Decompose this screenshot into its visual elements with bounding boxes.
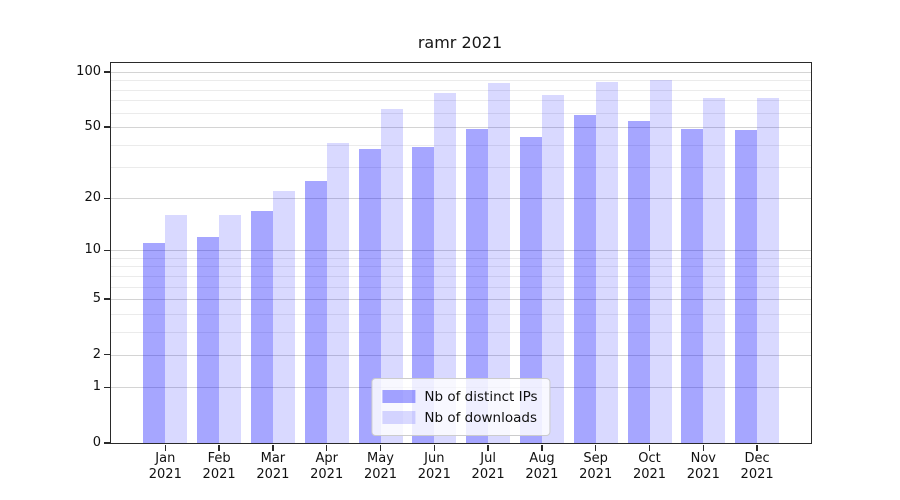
x-axis-tick xyxy=(541,445,543,451)
minor-gridline xyxy=(111,275,811,277)
bar-nov-downloads xyxy=(703,98,726,443)
x-axis-label: Sep 2021 xyxy=(579,451,613,482)
minor-gridline xyxy=(111,112,811,114)
x-axis-tick xyxy=(326,445,328,451)
x-axis-label: Feb 2021 xyxy=(202,451,236,482)
minor-gridline xyxy=(111,286,811,288)
legend-item-downloads: Nb of downloads xyxy=(382,407,537,428)
bar-jun-distinct-ips xyxy=(412,146,435,443)
x-axis-label: Jun 2021 xyxy=(417,451,451,482)
y-axis-label: 1 xyxy=(92,379,101,395)
y-axis-tick xyxy=(104,197,110,199)
major-gridline xyxy=(111,198,811,200)
x-axis-tick xyxy=(379,445,382,451)
x-axis-tick xyxy=(218,445,220,451)
minor-gridline xyxy=(111,80,811,82)
minor-gridline xyxy=(111,100,811,102)
y-axis-label: 10 xyxy=(84,242,101,258)
y-axis-label: 50 xyxy=(84,118,101,134)
x-axis-tick xyxy=(756,445,758,451)
minor-gridline xyxy=(111,257,811,259)
bar-oct-distinct-ips xyxy=(627,120,650,443)
bar-apr-distinct-ips xyxy=(304,181,327,443)
y-axis-tick xyxy=(104,354,110,356)
bar-jul-distinct-ips xyxy=(466,128,489,443)
major-gridline xyxy=(111,72,811,73)
bar-jul-downloads xyxy=(488,83,511,443)
major-gridline xyxy=(111,354,811,356)
x-axis-label: Oct 2021 xyxy=(632,451,667,482)
x-axis-tick xyxy=(595,445,597,451)
x-axis-label: Mar 2021 xyxy=(256,451,290,482)
x-axis-label: Jul 2021 xyxy=(471,451,505,482)
bar-feb-distinct-ips xyxy=(197,236,220,443)
x-axis-tick xyxy=(433,445,435,451)
bar-jan-distinct-ips xyxy=(143,243,166,443)
minor-gridline xyxy=(111,167,811,168)
minor-gridline xyxy=(111,266,811,268)
bar-apr-downloads xyxy=(326,142,349,443)
bar-dec-distinct-ips xyxy=(735,130,758,443)
bar-aug-distinct-ips xyxy=(519,137,542,443)
bar-nov-distinct-ips xyxy=(681,128,704,443)
major-gridline xyxy=(111,299,811,300)
x-axis-label: Aug 2021 xyxy=(525,451,559,482)
minor-gridline xyxy=(111,144,811,146)
y-axis-tick xyxy=(104,298,110,300)
x-axis-label: Dec 2021 xyxy=(740,451,774,482)
y-axis-label: 100 xyxy=(76,64,101,79)
bar-mar-distinct-ips xyxy=(250,210,273,443)
bar-dec-downloads xyxy=(757,98,780,443)
major-gridline xyxy=(111,126,811,128)
minor-gridline xyxy=(111,331,811,333)
bar-may-downloads xyxy=(380,108,403,443)
legend-label-downloads: Nb of downloads xyxy=(424,409,537,426)
y-axis-label: 20 xyxy=(84,190,101,206)
bar-may-distinct-ips xyxy=(358,148,381,443)
chart-title: ramr 2021 xyxy=(417,33,503,52)
major-gridline xyxy=(111,250,811,252)
y-axis-tick xyxy=(104,442,110,444)
y-axis-tick xyxy=(104,126,110,128)
legend-item-distinct-ips: Nb of distinct IPs xyxy=(382,386,538,407)
bar-sep-downloads xyxy=(595,82,618,443)
y-axis-label: 2 xyxy=(92,346,101,362)
y-axis-tick xyxy=(104,71,110,73)
y-axis-tick xyxy=(104,386,110,388)
legend: Nb of distinct IPs Nb of downloads xyxy=(371,378,551,436)
y-axis-tick xyxy=(104,249,110,251)
plot-area: 0 1 2 5 10 20 50 100 Jan 2021 Feb 2021 Mar 2021 Apr 202… xyxy=(76,62,812,482)
x-axis-tick xyxy=(648,445,651,451)
x-axis-tick xyxy=(272,445,274,451)
x-axis-tick xyxy=(164,445,166,451)
x-axis-tick xyxy=(487,445,489,451)
x-axis-label: Nov 2021 xyxy=(686,451,720,482)
legend-swatch-downloads xyxy=(382,411,416,424)
x-axis-label: Jan 2021 xyxy=(148,451,182,482)
bar-sep-distinct-ips xyxy=(573,115,596,443)
bar-oct-downloads xyxy=(649,79,672,443)
bar-aug-downloads xyxy=(541,94,564,443)
x-axis-label: Apr 2021 xyxy=(310,451,344,482)
y-axis-label: 0 xyxy=(92,435,101,450)
bar-jun-downloads xyxy=(434,92,457,443)
minor-gridline xyxy=(111,313,811,315)
legend-label-distinct-ips: Nb of distinct IPs xyxy=(424,388,538,405)
y-axis-label: 5 xyxy=(92,291,101,306)
bar-jan-downloads xyxy=(165,215,188,443)
bar-feb-downloads xyxy=(219,215,242,443)
legend-swatch-distinct-ips xyxy=(382,390,416,403)
minor-gridline xyxy=(111,89,811,91)
x-axis-tick xyxy=(702,445,704,451)
x-axis-label: May 2021 xyxy=(363,451,398,482)
bar-mar-downloads xyxy=(272,191,295,443)
